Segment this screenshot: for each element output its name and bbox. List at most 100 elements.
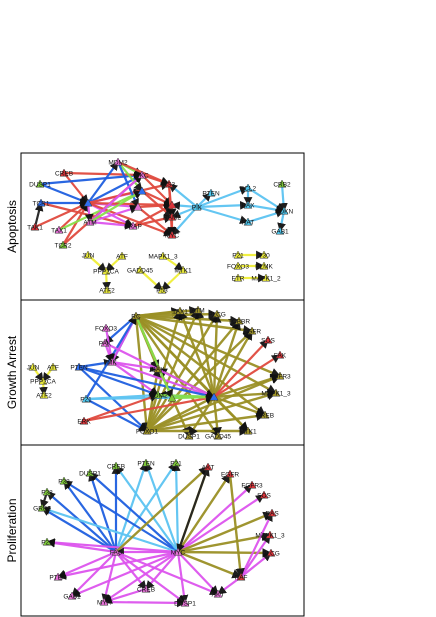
edge-creb-pkc: [62, 170, 144, 180]
node-label: AKT: [212, 592, 225, 599]
edge-prap-erk: [131, 203, 174, 228]
node-label: CREB: [55, 171, 73, 178]
node-bax: [153, 364, 163, 373]
edge-creb2-myx: [102, 587, 148, 604]
edge-p53-mdm2: [86, 160, 120, 205]
node-label: SOS: [261, 338, 275, 345]
node-label: CREB: [107, 464, 125, 471]
node-label: JUN: [82, 253, 95, 260]
node-label: MAPK1_3: [148, 254, 178, 261]
edge-myc-plcg: [176, 548, 273, 558]
node-fgfr3: [247, 480, 257, 489]
node-p21: [81, 394, 91, 403]
node-label: PPP2CA: [30, 379, 56, 386]
edge-pten-mdm2: [77, 365, 160, 397]
edge-foxo1-tcbbr: [145, 319, 241, 433]
edge-rc-foxo1: [134, 314, 151, 433]
edge-erk-hub: [82, 394, 216, 423]
node-label: KS3: [163, 182, 176, 189]
node-mapk13: [271, 388, 281, 397]
node-crb2: [277, 179, 287, 188]
edge-pik-rat: [195, 205, 250, 224]
node-bcl2: [243, 183, 253, 192]
node-mapk12: [261, 273, 271, 282]
node-label: FGFR3: [241, 483, 263, 490]
node-creb2: [141, 584, 151, 593]
edge-atm-bcl: [88, 205, 140, 224]
node-dusp1: [85, 468, 95, 477]
node-mk1: [137, 186, 147, 195]
node-label: EGFR: [243, 329, 261, 336]
edge-pik-erk: [170, 201, 199, 211]
node-label: PKC: [135, 173, 149, 180]
node-label: TAK1: [27, 225, 43, 232]
edge-myc-myx: [102, 550, 180, 604]
node-label: ATF2: [99, 288, 115, 295]
edge-foxo1-atm: [145, 308, 200, 433]
node-label: PIK: [192, 205, 203, 212]
edge-pik-bax: [195, 200, 250, 210]
node-label: CREB: [137, 587, 155, 594]
node-tcr1: [36, 198, 46, 207]
node-label: PRAP: [124, 224, 142, 231]
node-creb: [111, 461, 121, 470]
node-plcg: [266, 548, 276, 557]
node-akt: [203, 462, 213, 471]
node-egfr: [247, 326, 257, 335]
edge-raf-ras: [239, 511, 274, 579]
node-label: GAB1: [63, 594, 81, 601]
node-sos: [259, 490, 269, 499]
node-label: MYC: [165, 233, 180, 240]
node-label: CDKN: [275, 209, 294, 216]
node-label: PTEN: [137, 461, 155, 468]
node-label: PAK: [99, 341, 112, 348]
node-p21b: [42, 537, 52, 546]
edge-layer: [40, 461, 274, 608]
node-gadd45: [213, 431, 223, 440]
node-rc: [131, 311, 141, 320]
node-akt2: [213, 589, 223, 598]
edge-rc-gadd45: [134, 314, 220, 438]
node-label: MDM2: [148, 393, 168, 400]
node-creb: [260, 410, 270, 419]
edge-p53-myc: [86, 201, 174, 237]
node-label: P53: [156, 288, 168, 295]
node-label: AKT: [202, 465, 215, 472]
node-label: MTK1: [174, 268, 192, 275]
edge-mk-bax: [110, 360, 160, 373]
node-fak: [275, 350, 285, 359]
node-label: BAX: [151, 367, 165, 374]
node-mdm2: [113, 157, 123, 166]
node-label: P38: [58, 479, 70, 486]
node-label: MAPK1_3: [261, 391, 291, 398]
node-erk: [167, 200, 177, 209]
node-label: TAX1: [172, 309, 188, 316]
edge-myc-p21: [171, 461, 181, 554]
node-myc: [167, 230, 177, 239]
node-myx: [99, 597, 109, 606]
edge-foxo1-hub: [145, 395, 216, 433]
edge-myc-p21b: [45, 538, 180, 554]
edge-dusp1-p53: [38, 182, 90, 205]
edge-atm-prap: [88, 220, 135, 230]
node-label: RC: [131, 314, 141, 321]
node-sos: [263, 335, 273, 344]
node-label: P21: [80, 397, 92, 404]
node-pten: [141, 458, 151, 467]
edge-myc-raf: [176, 550, 243, 579]
edge-hub-tax1: [178, 309, 216, 399]
node-hub: [209, 392, 219, 401]
node-label: CREB: [256, 413, 274, 420]
edge-p21-mdm2: [84, 391, 160, 401]
edge-myc-creb: [114, 464, 180, 554]
node-atm: [193, 305, 203, 314]
node-atf2: [102, 285, 112, 294]
node-atf: [48, 362, 58, 371]
node-label: GAB1: [271, 229, 289, 236]
panel-frame: [20, 444, 305, 617]
node-label: MDM2: [108, 160, 128, 167]
node-p21: [233, 250, 243, 259]
node-tax1: [54, 225, 64, 234]
node-label: ATF: [116, 254, 128, 261]
